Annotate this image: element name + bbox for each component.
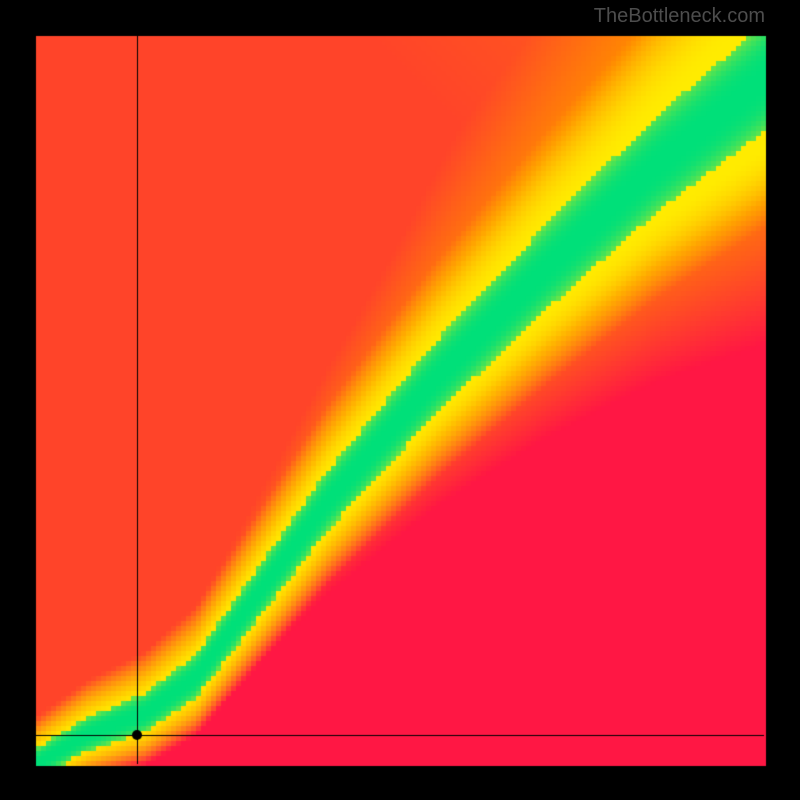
heatmap-canvas [0, 0, 800, 800]
chart-container: TheBottleneck.com [0, 0, 800, 800]
watermark-text: TheBottleneck.com [594, 5, 765, 28]
